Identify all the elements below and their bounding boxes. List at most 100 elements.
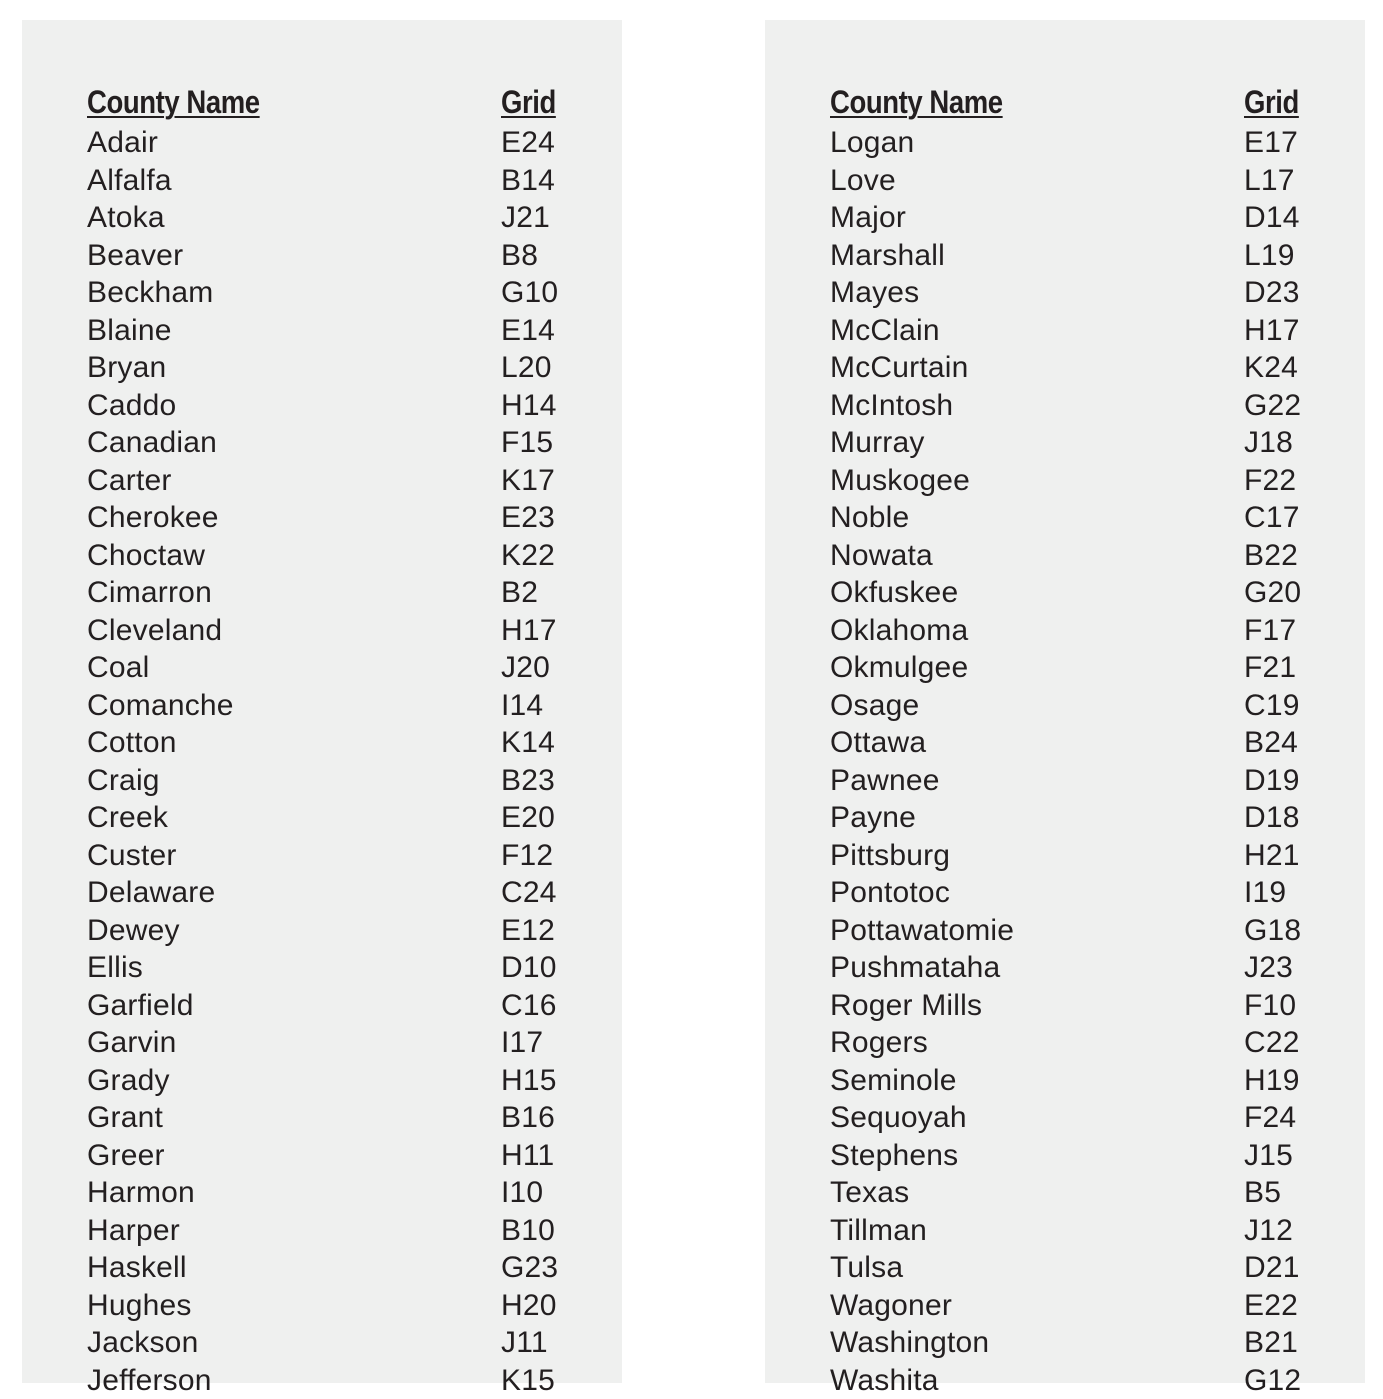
county-name-cell: Cotton — [87, 724, 177, 762]
grid-cell: J11 — [501, 1324, 548, 1362]
table-row: Greer H11 — [87, 1137, 567, 1175]
grid-cell: G22 — [1244, 387, 1301, 425]
grid-cell: B23 — [501, 762, 555, 800]
grid-cell: J21 — [501, 199, 550, 237]
table-row: Ottawa B24 — [830, 724, 1310, 762]
grid-cell: C22 — [1244, 1024, 1300, 1062]
county-name-cell: Muskogee — [830, 462, 970, 500]
grid-cell: F21 — [1244, 649, 1296, 687]
county-name-cell: Caddo — [87, 387, 176, 425]
table-row: Washita G12 — [830, 1362, 1310, 1399]
county-name-cell: Harper — [87, 1212, 180, 1250]
county-name-cell: Harmon — [87, 1174, 195, 1212]
table-row: Cotton K14 — [87, 724, 567, 762]
grid-cell: K17 — [501, 462, 555, 500]
grid-cell: H17 — [501, 612, 557, 650]
county-name-cell: Noble — [830, 499, 909, 537]
table-row: McIntosh G22 — [830, 387, 1310, 425]
grid-cell: B10 — [501, 1212, 555, 1250]
county-name-cell: McIntosh — [830, 387, 953, 425]
table-row: Haskell G23 — [87, 1249, 567, 1287]
grid-cell: L17 — [1244, 162, 1295, 200]
county-name-cell: Nowata — [830, 537, 933, 575]
county-name-cell: Sequoyah — [830, 1099, 967, 1137]
grid-cell: C19 — [1244, 687, 1300, 725]
county-name-cell: Texas — [830, 1174, 909, 1212]
county-name-cell: Cherokee — [87, 499, 219, 537]
county-name-cell: Pottawatomie — [830, 912, 1014, 950]
table-row: Sequoyah F24 — [830, 1099, 1310, 1137]
grid-cell: K22 — [501, 537, 555, 575]
table-row: Rogers C22 — [830, 1024, 1310, 1062]
grid-cell: B24 — [1244, 724, 1298, 762]
grid-cell: L19 — [1244, 237, 1295, 275]
county-name-header: County Name — [830, 82, 1003, 122]
grid-cell: H11 — [501, 1137, 554, 1175]
county-name-cell: Washita — [830, 1362, 939, 1399]
grid-header: Grid — [1244, 82, 1299, 122]
grid-cell: E17 — [1244, 124, 1298, 162]
grid-cell: G12 — [1244, 1362, 1301, 1399]
county-name-cell: Coal — [87, 649, 150, 687]
table-row: Caddo H14 — [87, 387, 567, 425]
grid-cell: G20 — [1244, 574, 1301, 612]
county-name-cell: Dewey — [87, 912, 180, 950]
county-name-cell: Ottawa — [830, 724, 926, 762]
county-name-cell: Grady — [87, 1062, 170, 1100]
grid-cell: E22 — [1244, 1287, 1298, 1325]
grid-cell: H14 — [501, 387, 557, 425]
grid-cell: F10 — [1244, 987, 1296, 1025]
county-name-cell: Pontotoc — [830, 874, 950, 912]
grid-cell: G23 — [501, 1249, 558, 1287]
grid-cell: I19 — [1244, 874, 1286, 912]
grid-cell: F15 — [501, 424, 553, 462]
county-name-cell: Wagoner — [830, 1287, 952, 1325]
grid-header: Grid — [501, 82, 556, 122]
county-name-cell: Canadian — [87, 424, 217, 462]
grid-cell: G10 — [501, 274, 558, 312]
grid-cell: L20 — [501, 349, 552, 387]
county-name-cell: Greer — [87, 1137, 165, 1175]
grid-cell: H19 — [1244, 1062, 1300, 1100]
county-name-cell: Payne — [830, 799, 916, 837]
county-name-cell: McClain — [830, 312, 940, 350]
county-name-cell: Okmulgee — [830, 649, 968, 687]
grid-cell: K14 — [501, 724, 555, 762]
grid-cell: F17 — [1244, 612, 1296, 650]
county-name-cell: Haskell — [87, 1249, 187, 1287]
grid-cell: B21 — [1244, 1324, 1298, 1362]
county-name-cell: Bryan — [87, 349, 166, 387]
county-name-cell: Ellis — [87, 949, 143, 987]
grid-cell: F24 — [1244, 1099, 1296, 1137]
grid-cell: F22 — [1244, 462, 1296, 500]
grid-cell: B16 — [501, 1099, 555, 1137]
county-name-cell: Rogers — [830, 1024, 928, 1062]
grid-cell: B2 — [501, 574, 538, 612]
table-row: Pontotoc I19 — [830, 874, 1310, 912]
